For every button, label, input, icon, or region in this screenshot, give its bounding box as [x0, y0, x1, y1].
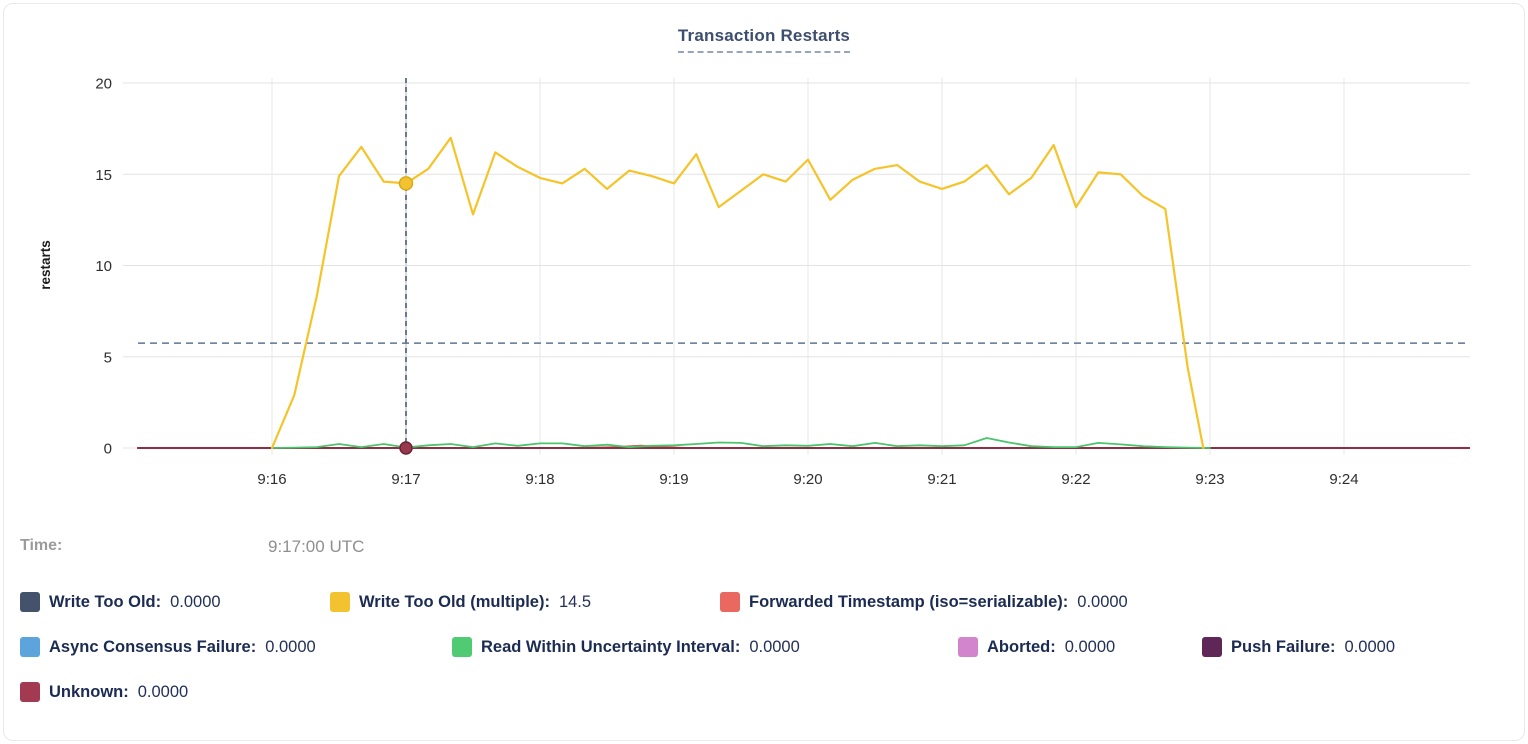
- legend-swatch: [330, 592, 350, 612]
- x-tick-label: 9:21: [927, 471, 956, 488]
- legend-item-value: 14.5: [558, 592, 592, 611]
- time-label: Time:: [20, 537, 63, 554]
- legend-item-value: 0.0000: [137, 682, 189, 701]
- legend-swatch: [20, 592, 40, 612]
- x-tick-label: 9:16: [257, 471, 286, 488]
- legend-item-value: 0.0000: [1064, 637, 1116, 656]
- legend-item-value: 0.0000: [265, 637, 316, 656]
- x-tick-label: 9:19: [659, 471, 688, 488]
- legend-item-label: Unknown:: [49, 682, 129, 701]
- chart-card: [3, 3, 1525, 741]
- legend-item-read-within-uncertainty: Read Within Uncertainty Interval: 0.0000: [452, 634, 958, 660]
- y-tick-label: 0: [104, 441, 112, 458]
- hover-dot: [398, 176, 414, 191]
- y-tick-label: 20: [95, 76, 112, 93]
- y-axis-label: restarts: [38, 240, 53, 290]
- legend-item-value: 0.0000: [749, 637, 800, 656]
- y-tick-label: 15: [95, 167, 112, 184]
- legend-item-label: Write Too Old (multiple):: [359, 592, 550, 611]
- legend-item-label: Aborted:: [987, 637, 1056, 656]
- hover-time-row: Time: 9:17:00 UTC: [20, 537, 1420, 561]
- x-tick-label: 9:24: [1329, 471, 1358, 488]
- legend-item-label: Async Consensus Failure:: [49, 637, 257, 656]
- chart-title-wrap: Transaction Restarts: [0, 26, 1528, 53]
- x-tick-label: 9:17: [391, 471, 420, 488]
- legend-item-label: Read Within Uncertainty Interval:: [481, 637, 741, 656]
- legend-row: Unknown: 0.0000: [20, 679, 188, 705]
- legend-row: Write Too Old: 0.0000 Write Too Old (mul…: [20, 589, 1128, 615]
- x-tick-label: 9:23: [1195, 471, 1224, 488]
- legend-item-value: 0.0000: [1344, 637, 1395, 656]
- y-tick-label: 5: [104, 349, 112, 366]
- legend-swatch: [452, 637, 472, 657]
- legend-swatch: [958, 637, 978, 657]
- legend-item-aborted: Aborted: 0.0000: [958, 634, 1202, 660]
- transaction-restarts-chart[interactable]: 0 5 10 15 20 9:16 9:17 9:18 9:19 9:20 9:21 9:22 9:23…: [0, 0, 1528, 520]
- legend-item-unknown: Unknown: 0.0000: [20, 679, 188, 705]
- hover-dot: [399, 441, 413, 455]
- legend-item-write-too-old-multiple: Write Too Old (multiple): 14.5: [330, 589, 720, 615]
- time-value: 9:17:00 UTC: [268, 537, 365, 556]
- x-tick-label: 9:18: [525, 471, 554, 488]
- legend-item-value: 0.0000: [170, 592, 221, 611]
- legend-item-label: Forwarded Timestamp (iso=serializable):: [749, 592, 1069, 611]
- legend-item-push-failure: Push Failure: 0.0000: [1202, 634, 1395, 660]
- legend-row: Async Consensus Failure: 0.0000 Read Wit…: [20, 634, 1395, 660]
- legend-item-label: Write Too Old:: [49, 592, 162, 611]
- series-write-too-old-multiple-: [270, 136, 1205, 450]
- legend-item-label: Push Failure:: [1231, 637, 1336, 656]
- legend-item-async-consensus-failure: Async Consensus Failure: 0.0000: [20, 634, 452, 660]
- legend-swatch: [20, 682, 40, 702]
- legend-item-forwarded-timestamp: Forwarded Timestamp (iso=serializable): …: [720, 589, 1128, 615]
- legend-item-value: 0.0000: [1077, 592, 1128, 611]
- series-read-within-uncertainty-interval: [271, 437, 1211, 449]
- x-tick-label: 9:22: [1061, 471, 1090, 488]
- legend-item-write-too-old: Write Too Old: 0.0000: [20, 589, 330, 615]
- legend-swatch: [20, 637, 40, 657]
- legend-swatch: [720, 592, 740, 612]
- y-tick-label: 10: [95, 258, 112, 275]
- legend-swatch: [1202, 637, 1222, 657]
- chart-title[interactable]: Transaction Restarts: [677, 26, 851, 53]
- x-tick-label: 9:20: [793, 471, 822, 488]
